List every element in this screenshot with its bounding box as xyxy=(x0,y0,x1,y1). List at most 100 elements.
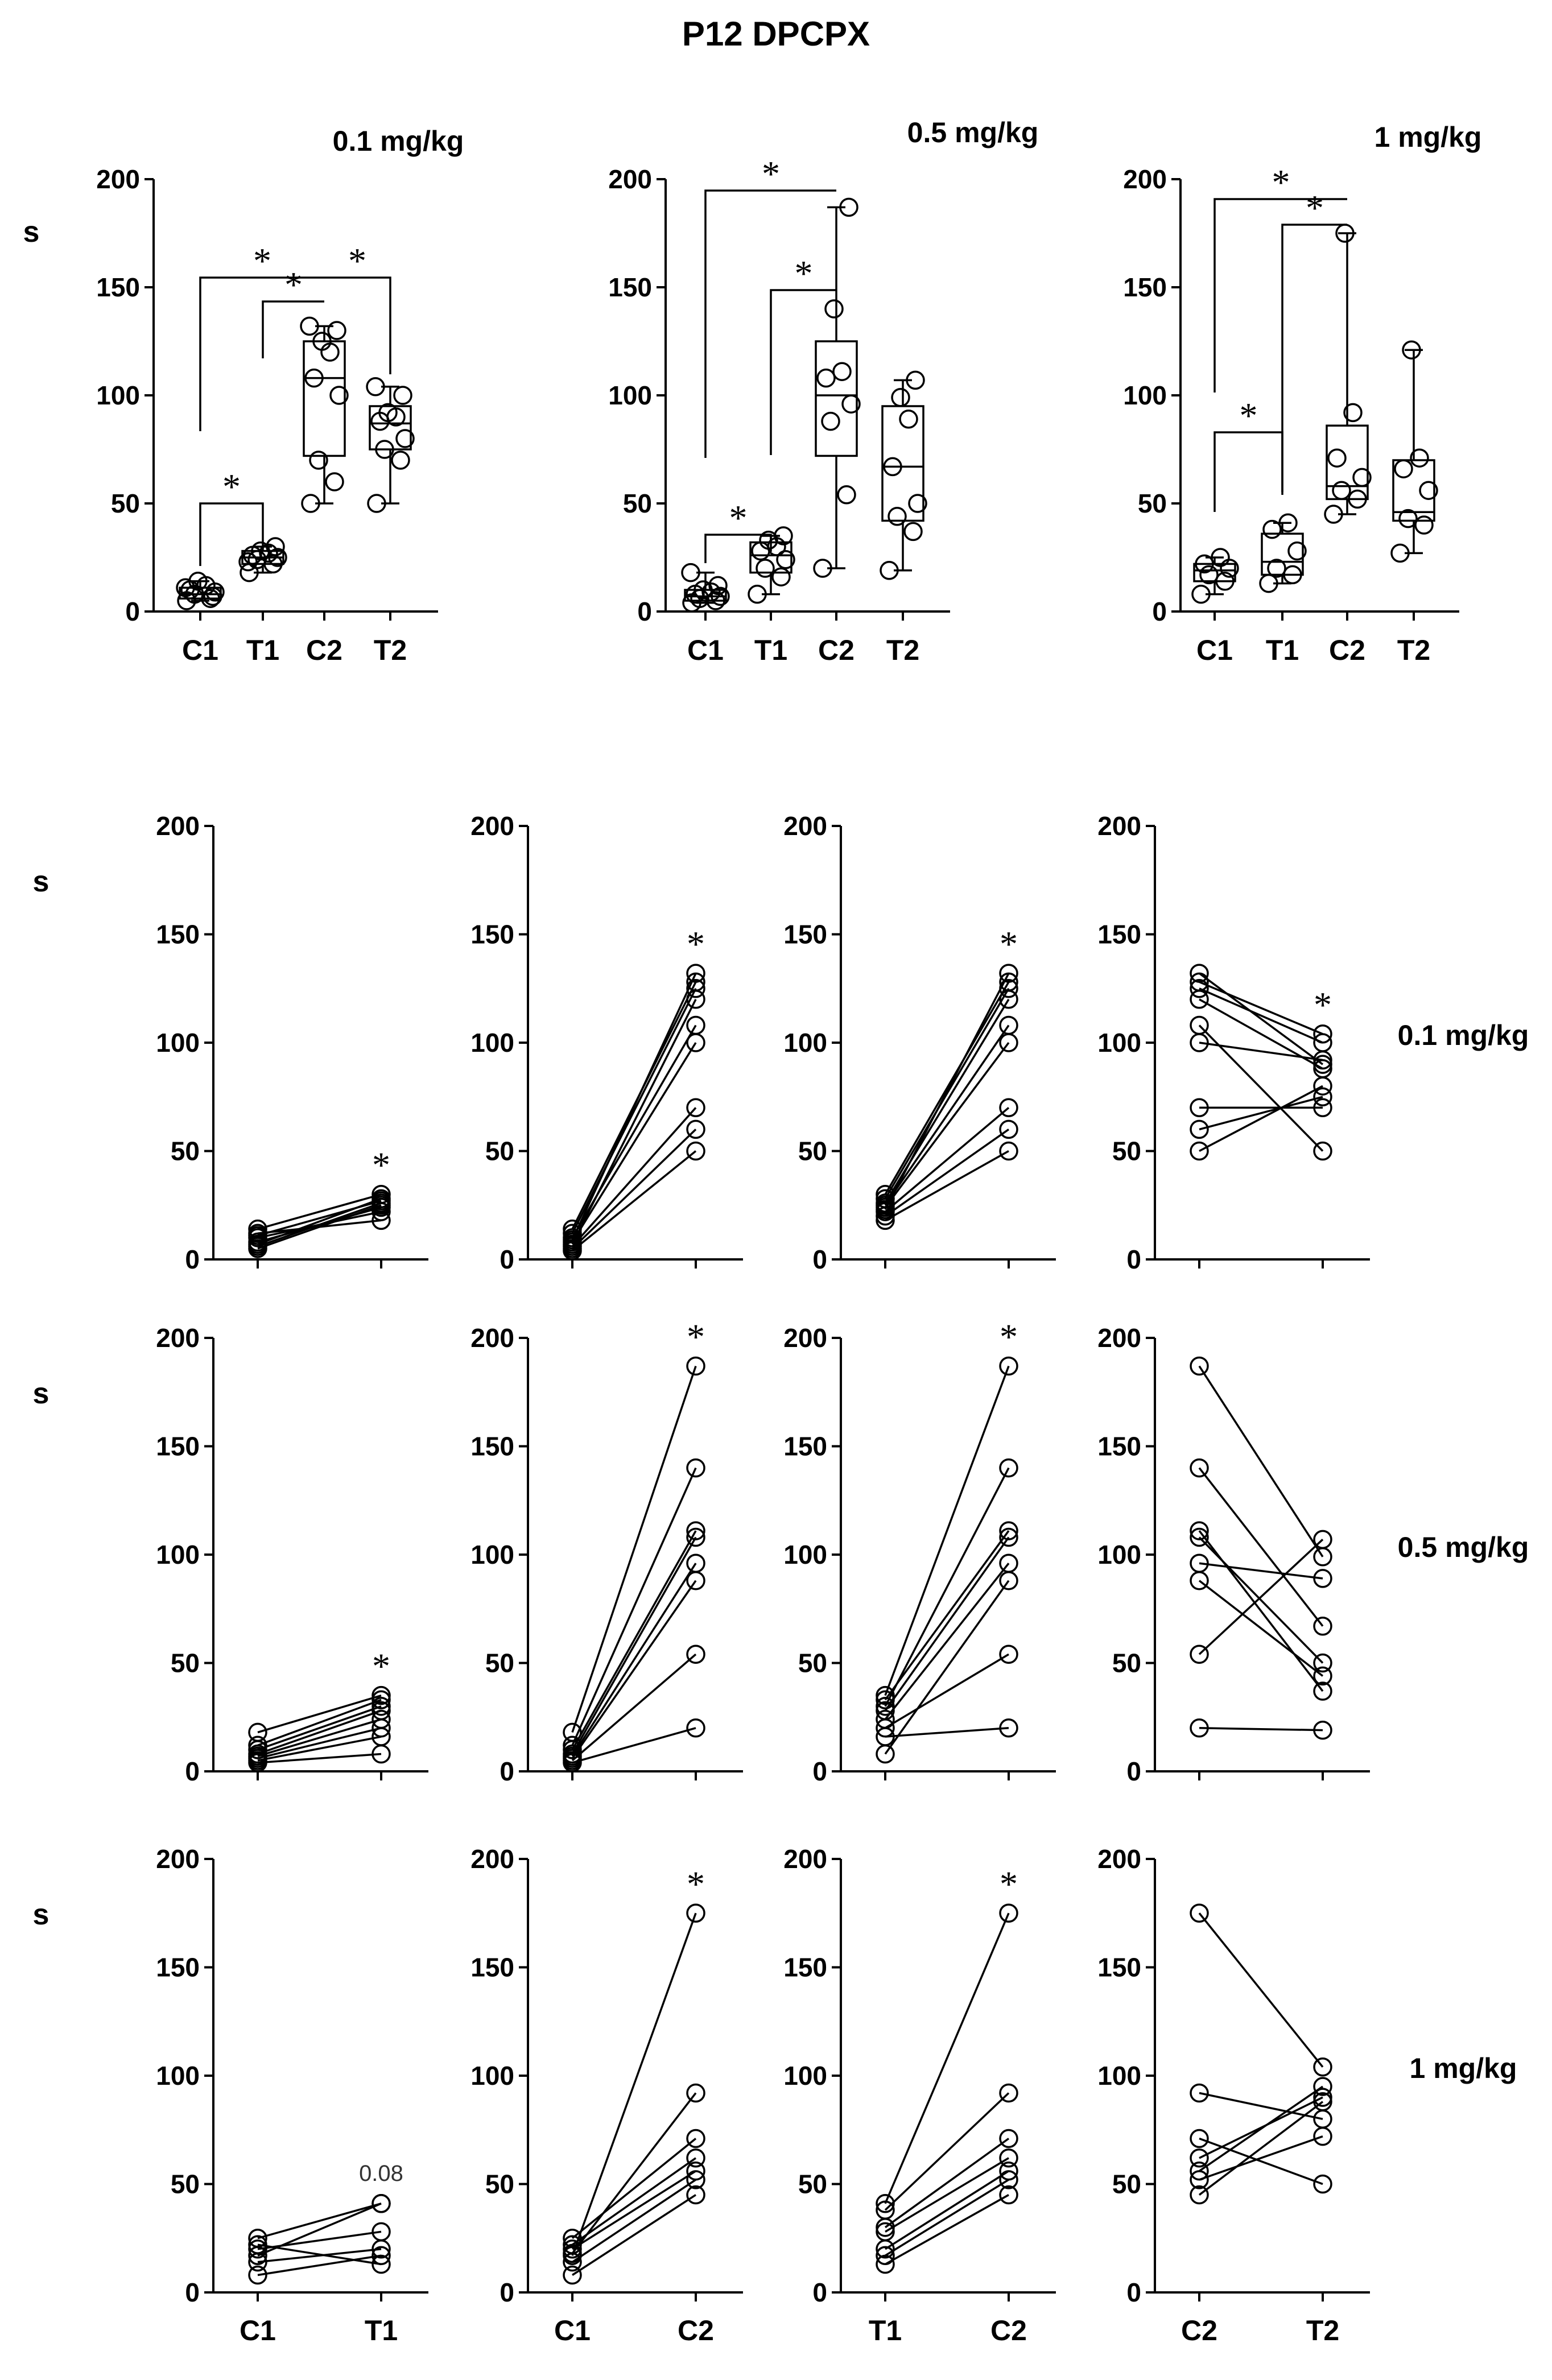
data-point xyxy=(999,1644,1018,1664)
data-point xyxy=(372,1701,391,1721)
data-point xyxy=(832,362,852,381)
subject-line xyxy=(571,1912,697,2256)
data-point xyxy=(248,1744,267,1764)
data-point xyxy=(563,1230,582,1250)
data-point xyxy=(1190,1718,1209,1738)
data-point xyxy=(876,1690,895,1710)
subject-line xyxy=(571,1042,697,1243)
subject-line xyxy=(571,2157,697,2246)
p-value-label: 0.08 xyxy=(359,2161,403,2186)
significance-star: * xyxy=(222,466,241,507)
significance-star: * xyxy=(1240,395,1258,436)
data-point xyxy=(686,2185,705,2205)
data-point xyxy=(312,332,332,351)
data-point xyxy=(1394,459,1413,478)
data-point xyxy=(176,578,195,597)
data-point xyxy=(876,1193,895,1213)
data-point xyxy=(686,1718,705,1738)
data-point xyxy=(1313,1720,1332,1740)
data-point xyxy=(563,1219,582,1239)
y-tick-label: 0 xyxy=(1126,1245,1141,1274)
data-point xyxy=(372,1191,391,1210)
data-point xyxy=(1190,2148,1209,2168)
data-point xyxy=(1352,468,1372,487)
data-point xyxy=(999,2083,1018,2103)
data-point xyxy=(686,964,705,983)
data-point xyxy=(816,368,836,388)
subject-line xyxy=(1198,2101,1324,2196)
y-tick-label: 100 xyxy=(1123,381,1167,410)
y-tick-label: 50 xyxy=(171,1137,200,1166)
significance-star: * xyxy=(1000,924,1018,964)
data-point xyxy=(681,563,700,582)
data-point xyxy=(372,1184,391,1204)
y-tick-label: 0 xyxy=(185,2278,200,2307)
data-point xyxy=(1313,1087,1332,1106)
subject-line xyxy=(1198,1580,1324,1677)
data-point xyxy=(248,2265,267,2285)
y-tick-label: 0 xyxy=(125,597,140,626)
dose-label: 1 mg/kg xyxy=(1374,121,1482,153)
data-point xyxy=(1190,1527,1209,1547)
subject-line xyxy=(884,987,1010,1200)
y-tick-label: 100 xyxy=(608,381,652,410)
significance-bracket xyxy=(1213,198,1347,392)
data-point xyxy=(686,2129,705,2148)
y-tick-label: 200 xyxy=(783,811,827,841)
data-point xyxy=(393,386,412,405)
data-point xyxy=(248,1237,267,1256)
y-tick-label: 150 xyxy=(1097,1432,1141,1461)
subject-line xyxy=(884,973,1010,1210)
data-point xyxy=(366,377,385,396)
subject-line xyxy=(884,1563,1010,1720)
box-panel: 0 50 100 150 200 1 mg/kg C1 T1 C2 T2 * * * xyxy=(1123,121,1481,666)
subject-line xyxy=(1198,1024,1324,1152)
data-point xyxy=(372,2222,391,2242)
data-point xyxy=(259,543,278,563)
y-tick-label: 200 xyxy=(156,811,200,841)
data-point xyxy=(1343,403,1363,423)
data-point xyxy=(1313,2077,1332,2096)
subject-line xyxy=(885,2157,1009,2233)
data-point xyxy=(1190,1521,1209,1540)
data-point xyxy=(821,411,840,431)
data-point xyxy=(876,2217,895,2237)
data-point xyxy=(266,537,285,556)
subject-line xyxy=(884,1128,1010,1217)
data-point xyxy=(247,550,267,569)
data-point xyxy=(1190,1903,1209,1923)
paired-row: s 0.1 mg/kg 0 50 100 150 200 * 0 50 100 150 200 * 0 50 1… xyxy=(33,811,1529,1274)
y-tick-label: 150 xyxy=(156,1953,200,1982)
x-tick-label: C1 xyxy=(240,2315,276,2346)
significance-star: * xyxy=(348,241,366,281)
data-point xyxy=(999,1098,1018,1118)
significance-star: * xyxy=(1272,162,1290,203)
data-point xyxy=(876,2254,895,2274)
data-point xyxy=(1190,1119,1209,1139)
data-point xyxy=(1190,2083,1209,2103)
subject-line xyxy=(885,2179,1009,2257)
y-tick-label: 0 xyxy=(637,597,652,626)
data-point xyxy=(378,403,398,423)
data-point xyxy=(1327,448,1347,468)
significance-bracket xyxy=(704,534,772,563)
subject-line xyxy=(1199,1085,1323,1152)
y-tick-label: 150 xyxy=(96,272,140,302)
data-point xyxy=(372,2194,391,2213)
data-point xyxy=(1402,340,1421,360)
y-tick-label: 0 xyxy=(1152,597,1167,626)
significance-star: * xyxy=(687,924,705,964)
data-point xyxy=(248,1736,267,1755)
data-point xyxy=(1259,573,1278,593)
data-point xyxy=(327,321,346,340)
data-point xyxy=(686,1458,705,1478)
data-point xyxy=(1190,1015,1209,1035)
y-tick-label: 100 xyxy=(96,381,140,410)
data-point xyxy=(999,1527,1018,1547)
x-tick-label: T2 xyxy=(886,634,919,666)
subject-line xyxy=(257,1694,382,1734)
subject-line xyxy=(1199,998,1323,1070)
data-point xyxy=(841,394,861,414)
data-point xyxy=(1278,513,1298,532)
data-point xyxy=(395,429,415,448)
